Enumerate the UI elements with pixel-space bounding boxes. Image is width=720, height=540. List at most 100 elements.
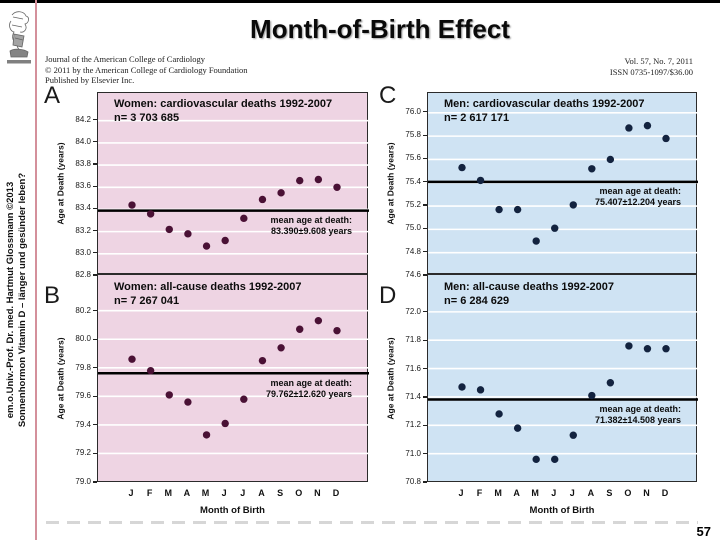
mean-annotation-line1: mean age at death: [599,404,681,415]
panel-B-ytick-mark [93,452,97,455]
publisher-emblem-logo [7,11,31,64]
panel-D-ytick-label: 71.8 [405,335,421,345]
panel-A-ytick-mark [93,141,97,143]
mean-annotation-line1: mean age at death: [270,214,352,225]
panel-D-n-count: n= 6 284 629 [444,294,510,307]
panel-B-ytick-label: 79.6 [75,391,91,401]
faint-caption-artifact [46,521,698,524]
panel-D-scatter-canvas [428,311,698,464]
panel-B-ytick-label: 80.0 [75,334,91,344]
panel-B-ytick-mark [93,367,97,369]
panel-D-letter: D [379,282,397,309]
panel-B-month-tick: J [221,488,227,498]
panel-C-n-count: n= 2 617 171 [444,111,510,124]
journal-volume: Vol. 57, No. 7, 2011 [624,56,693,66]
panel-D-month-tick: J [569,488,575,498]
vertical-accent-line [35,0,37,540]
panel-B-x-axis-label: Month of Birth [200,505,265,516]
panel-B-ytick-label: 80.2 [75,305,91,315]
panel-D-ytick-mark [423,453,427,455]
panel-B-month-tick: F [146,488,153,498]
panel-A-letter: A [44,82,61,109]
panel-B-month-tick: N [314,488,321,498]
journal-copyright: © 2011 by the American College of Cardio… [45,64,248,75]
panel-B-ytick-label: 79.2 [75,448,91,458]
panel-C-ytick-mark [423,134,427,136]
panel-A-ytick-mark [93,252,97,254]
panel-A-ytick-mark [93,163,97,165]
panel-C-ytick-label: 74.8 [405,246,421,256]
panel-D-ytick-mark [423,481,427,483]
panel-C-ytick-mark [423,274,427,276]
panel-A-ytick-mark [93,274,97,276]
panel-A-ytick-mark [93,185,97,187]
panel-A-y-axis-label: Age at Death (years) [55,142,66,225]
panel-C-ytick-mark [423,204,427,206]
panel-D-ytick-mark [423,424,427,426]
panel-B-month-tick: M [201,488,210,498]
panel-D-header: Men: all-cause deaths 1992-2007 n= 6 284 … [444,281,614,308]
journal-publisher: Published by Elsevier Inc. [45,75,135,85]
journal-citation-block: Journal of the American College of Cardi… [45,54,248,86]
panel-B-month-tick: M [164,488,173,498]
panel-B-y-axis-label: Age at Death (years) [55,337,66,420]
panel-C-ytick-mark [423,251,427,253]
panel-D-month-tick: M [494,488,502,498]
panel-B-ytick-mark [93,310,97,312]
panel-D-month-tick: J [551,488,557,498]
panel-D-ytick-label: 71.4 [405,391,421,401]
panel-D-plot-area [427,275,698,482]
panel-B-month-tick: J [128,488,134,498]
sidebar-credit-line1: em.o.Univ.-Prof. Dr. med. Hartmut Glossm… [5,181,16,419]
mean-annotation-line2: 83.390±9.608 years [270,225,352,236]
panel-B-header: Women: all-cause deaths 1992-2007 n= 7 26… [114,281,302,308]
panel-C-ytick-mark [423,181,427,183]
panel-B-ytick-mark [93,481,97,483]
panel-D-ytick-label: 71.6 [405,363,421,373]
panel-A-ytick-label: 83.4 [75,203,91,213]
panel-B-mean-annotation: mean age at death: 79.762±12.620 years [97,378,352,400]
mean-annotation-line2: 71.382±14.508 years [594,415,681,426]
panel-B-month-tick: A [258,488,265,498]
panel-C-ytick-label: 74.6 [405,270,421,279]
panel-A-n-count: n= 3 703 685 [114,111,180,124]
journal-issn: ISSN 0735-1097/$36.00 [609,66,693,77]
panel-C-ytick-label: 75.0 [405,223,421,233]
sidebar-credit-text: em.o.Univ.-Prof. Dr. med. Hartmut Glossm… [5,173,29,427]
journal-issue-block: Vol. 57, No. 7, 2011 ISSN 0735-1097/$36.… [610,56,693,77]
panel-B-month-tick: A [183,488,191,498]
panel-A-ytick-mark [93,119,97,121]
slide-page-number: 57 [696,524,711,539]
panel-B-ytick-mark [93,338,97,340]
panel-D-month-tick: O [624,488,632,498]
panel-B-month-tick: O [295,488,303,498]
top-border-bar [0,0,720,3]
panel-C-scatter-canvas [428,112,698,254]
panel-D-ytick-label: 72.0 [405,306,421,316]
panel-D-ytick-label: 70.8 [405,477,421,486]
panel-B-plot-area [97,275,369,482]
panel-D-month-tick: A [513,488,520,498]
mean-annotation-line1: mean age at death: [270,378,352,389]
panel-B-title: Women: all-cause deaths 1992-2007 [114,281,302,293]
panel-D-month-tick: M [531,488,539,498]
panel-D-month-tick: A [587,488,595,498]
panel-A-scatter-canvas [98,119,369,255]
panel-A-ytick-label: 83.6 [75,181,91,191]
panel-D-ytick-mark [423,396,427,398]
panel-B-ytick-mark [93,424,97,426]
panel-C-ytick-mark [423,111,427,113]
panel-B-month-tick: D [332,488,340,498]
panel-B-ytick-label: 79.8 [75,362,91,372]
panel-D-title: Men: all-cause deaths 1992-2007 [444,281,614,293]
sidebar-credit-line2: Sonnenhormon Vitamin D – länger und gesü… [17,172,28,428]
panel-B-ytick-label: 79.4 [75,419,91,429]
panel-C-ytick-label: 75.2 [405,200,421,210]
mean-annotation-line2: 75.407±12.204 years [594,196,681,207]
panel-A-plot-area [97,92,369,275]
panel-C-ytick-label: 75.6 [405,153,421,163]
panel-C-mean-annotation: mean age at death: 75.407±12.204 years [427,186,681,208]
panel-A-ytick-mark [93,207,97,210]
panel-D-x-axis-label: Month of Birth [529,505,595,516]
